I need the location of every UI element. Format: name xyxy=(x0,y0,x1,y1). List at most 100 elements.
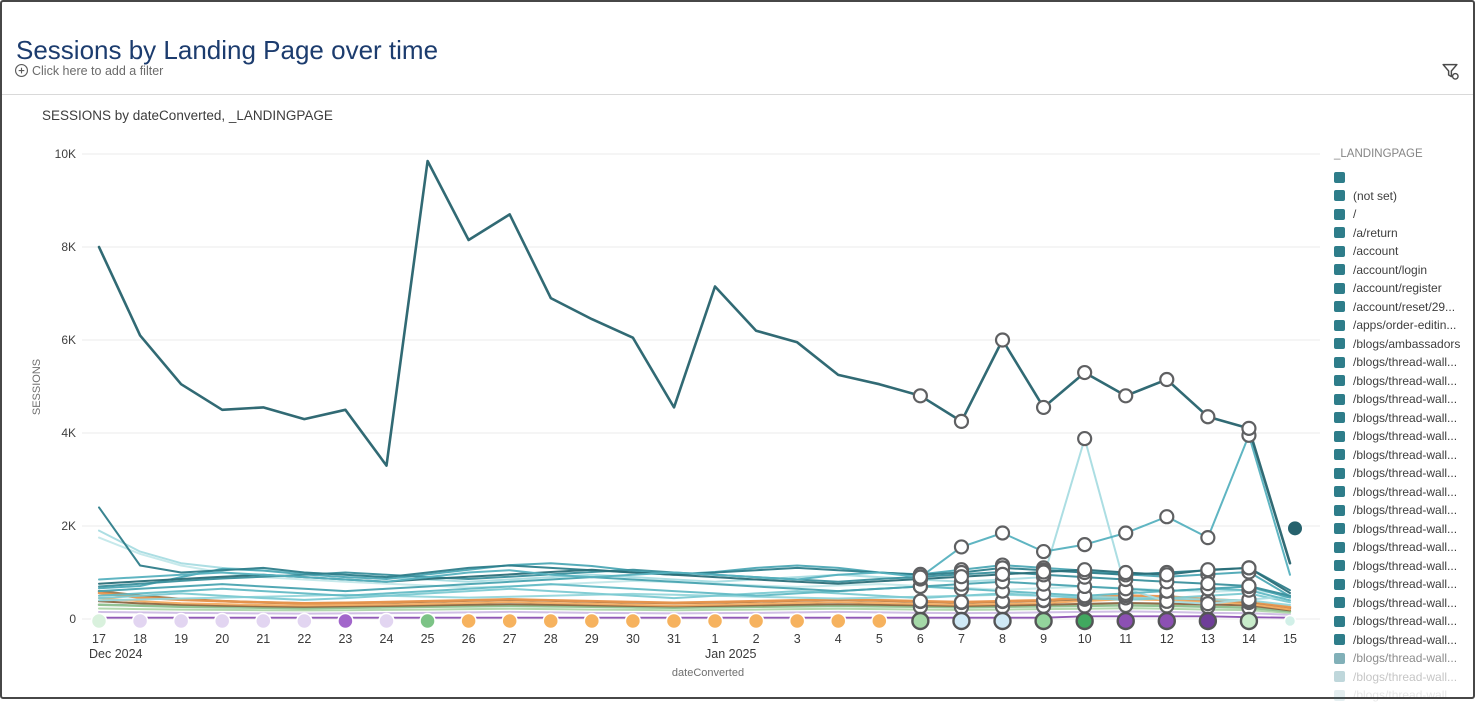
data-point-marker[interactable] xyxy=(1200,596,1216,612)
data-point-marker[interactable] xyxy=(1241,578,1257,594)
legend-item[interactable]: /blogs/thread-wall... xyxy=(1334,466,1474,480)
axis-dot[interactable] xyxy=(542,612,560,630)
data-point-marker[interactable] xyxy=(1159,371,1175,388)
legend-item[interactable]: /blogs/thread-wall... xyxy=(1334,670,1474,684)
legend-item[interactable]: /account/reset/29... xyxy=(1334,300,1474,314)
series-line-sessions-main[interactable] xyxy=(97,159,1292,565)
axis-dot-highlighted[interactable] xyxy=(1157,611,1176,631)
legend-item[interactable]: /blogs/thread-wall... xyxy=(1334,614,1474,628)
data-point-marker[interactable] xyxy=(953,413,970,429)
data-point-marker[interactable] xyxy=(1118,525,1134,541)
axis-dot[interactable] xyxy=(172,612,190,630)
data-point-marker[interactable] xyxy=(1077,364,1093,381)
axis-dot[interactable] xyxy=(583,612,601,630)
legend-item[interactable]: /blogs/thread-wall xyxy=(1334,688,1474,702)
axis-dot-highlighted[interactable] xyxy=(911,611,930,631)
legend-item[interactable]: / xyxy=(1334,207,1474,221)
legend-item[interactable]: /blogs/ambassadors xyxy=(1334,337,1474,351)
axis-dot[interactable] xyxy=(501,612,518,630)
data-point-marker[interactable] xyxy=(1035,543,1052,560)
legend-item[interactable]: (not set) xyxy=(1334,189,1474,203)
axis-dot-highlighted[interactable] xyxy=(1075,611,1094,631)
series-line-series-lavender[interactable] xyxy=(98,610,1291,616)
axis-dot[interactable] xyxy=(90,612,108,630)
axis-dot[interactable] xyxy=(665,612,683,630)
legend-item[interactable]: /account/login xyxy=(1334,263,1474,277)
data-point-marker[interactable] xyxy=(994,566,1011,582)
data-point-marker[interactable] xyxy=(912,388,928,404)
legend-item[interactable]: /blogs/thread-wall... xyxy=(1334,596,1474,610)
axis-dot[interactable] xyxy=(296,612,313,630)
highlighted-point[interactable] xyxy=(1288,521,1302,536)
axis-dot[interactable] xyxy=(747,612,765,630)
axis-dot[interactable] xyxy=(871,612,888,630)
data-point-marker[interactable] xyxy=(1077,562,1093,578)
axis-dot-highlighted[interactable] xyxy=(952,611,971,631)
data-point-marker[interactable] xyxy=(1159,509,1175,525)
filter-funnel-button[interactable] xyxy=(1439,60,1461,82)
legend-item[interactable]: /blogs/thread-wall... xyxy=(1334,429,1474,443)
legend-item[interactable]: /blogs/thread-wall... xyxy=(1334,355,1474,369)
legend-item[interactable] xyxy=(1334,171,1474,184)
legend-item[interactable]: /blogs/thread-wall... xyxy=(1334,559,1474,573)
legend-item[interactable]: /apps/order-editin... xyxy=(1334,318,1474,332)
data-point-marker[interactable] xyxy=(953,594,970,610)
data-point-marker[interactable] xyxy=(1241,420,1257,436)
axis-dot-highlighted[interactable] xyxy=(1034,611,1053,631)
data-point-marker[interactable] xyxy=(953,539,970,555)
axis-dot[interactable] xyxy=(378,612,395,630)
axis-dot[interactable] xyxy=(419,612,436,630)
axis-dot-highlighted[interactable] xyxy=(1239,611,1259,631)
axis-dot[interactable] xyxy=(829,612,847,630)
data-point-marker[interactable] xyxy=(1200,530,1216,546)
axis-dot[interactable] xyxy=(1283,614,1297,628)
legend-item[interactable]: /blogs/thread-wall... xyxy=(1334,633,1474,647)
data-point-marker[interactable] xyxy=(1200,576,1216,592)
legend-item[interactable]: /blogs/thread-wall... xyxy=(1334,392,1474,406)
data-point-marker[interactable] xyxy=(912,593,928,609)
axis-dot[interactable] xyxy=(460,612,477,630)
chart-legend[interactable]: _LANDINGPAGE (not set) / /a/return/account… xyxy=(1334,148,1474,702)
legend-item[interactable]: /blogs/thread-wall... xyxy=(1334,374,1474,388)
legend-item[interactable]: /blogs/thread-wall... xyxy=(1334,503,1474,517)
data-point-marker[interactable] xyxy=(994,332,1011,348)
series-line-series-purple[interactable] xyxy=(98,615,1291,619)
legend-item[interactable]: /blogs/thread-wall... xyxy=(1334,522,1474,536)
legend-item[interactable]: /blogs/thread-wall... xyxy=(1334,577,1474,591)
data-point-marker[interactable] xyxy=(1035,564,1052,580)
data-point-marker[interactable] xyxy=(1118,388,1134,404)
axis-dot-highlighted[interactable] xyxy=(993,611,1012,631)
legend-item[interactable]: /a/return xyxy=(1334,226,1474,240)
data-point-marker[interactable] xyxy=(953,569,970,585)
axis-dot-highlighted[interactable] xyxy=(1116,611,1135,631)
data-point-marker[interactable] xyxy=(912,569,928,585)
data-point-marker[interactable] xyxy=(1077,430,1093,447)
legend-item[interactable]: /blogs/thread-wall... xyxy=(1334,411,1474,425)
legend-item[interactable]: /account xyxy=(1334,244,1474,258)
data-point-marker[interactable] xyxy=(994,525,1011,541)
data-point-marker[interactable] xyxy=(1200,409,1216,425)
data-point-marker[interactable] xyxy=(1200,562,1216,578)
data-point-marker[interactable] xyxy=(1077,536,1093,553)
axis-dot[interactable] xyxy=(788,612,806,630)
add-filter-button[interactable]: Click here to add a filter xyxy=(14,63,163,78)
legend-item[interactable]: /blogs/thread-wall... xyxy=(1334,651,1474,665)
legend-item[interactable]: /blogs/thread-wall... xyxy=(1334,448,1474,462)
series-line-series-teal-palest[interactable] xyxy=(98,536,1291,596)
data-point-marker[interactable] xyxy=(1241,560,1257,576)
axis-dot[interactable] xyxy=(255,612,272,630)
axis-dot[interactable] xyxy=(213,612,231,630)
axis-dot[interactable] xyxy=(337,612,354,630)
data-point-marker[interactable] xyxy=(1159,567,1175,583)
axis-dot-highlighted[interactable] xyxy=(1198,611,1218,631)
data-point-marker[interactable] xyxy=(1118,564,1134,581)
legend-item[interactable]: /account/register xyxy=(1334,281,1474,295)
series-line-series-teal-mid[interactable] xyxy=(98,434,1291,583)
legend-item[interactable]: /blogs/thread-wall... xyxy=(1334,485,1474,499)
legend-item[interactable]: /blogs/thread-wall... xyxy=(1334,540,1474,554)
axis-dot[interactable] xyxy=(706,612,724,630)
axis-dot[interactable] xyxy=(131,612,149,630)
axis-dot[interactable] xyxy=(624,612,642,630)
data-point-marker[interactable] xyxy=(1035,399,1052,416)
